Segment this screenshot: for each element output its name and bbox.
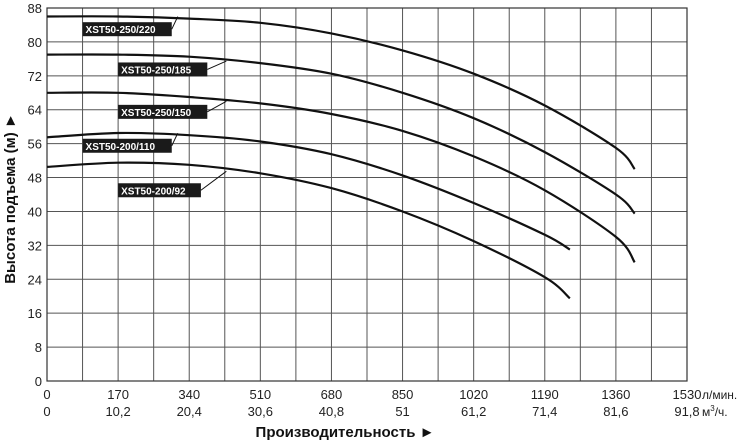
axis-ticks: 08162432404856647280880017010,234020,451… [28, 1, 702, 419]
x-unit-m3h-tail: /ч. [715, 405, 728, 419]
x-tick-label-lmin: 1020 [459, 387, 488, 402]
performance-curve [46, 161, 571, 300]
x-tick-label-lmin: 1530 [673, 387, 702, 402]
x-tick-label-m3h: 91,8 [674, 404, 699, 419]
performance-curve [46, 15, 636, 170]
y-tick-label: 72 [28, 69, 42, 84]
y-tick-label: 88 [28, 1, 42, 16]
y-tick-label: 16 [28, 306, 42, 321]
x-tick-label-lmin: 510 [249, 387, 271, 402]
curve-label-leader [200, 170, 227, 191]
x-unit-m3h-sup: 3 [710, 404, 715, 413]
x-tick-label-lmin: 850 [392, 387, 414, 402]
x-tick-label-m3h: 81,6 [603, 404, 628, 419]
x-tick-label-m3h: 61,2 [461, 404, 486, 419]
x-tick-label-m3h: 0 [43, 404, 50, 419]
x-tick-label-lmin: 1190 [531, 387, 559, 402]
curve-label: XST50-250/150 [118, 100, 227, 119]
curve-label-leader [171, 132, 179, 146]
x-tick-label-m3h: 51 [395, 404, 409, 419]
x-tick-label-lmin: 170 [107, 387, 129, 402]
x-tick-label-lmin: 1360 [601, 387, 630, 402]
x-tick-label-lmin: 340 [178, 387, 200, 402]
curve-label-box [118, 62, 208, 77]
curve-label-box [118, 183, 201, 198]
y-tick-label: 40 [28, 204, 42, 219]
curve-label-leader [207, 100, 227, 113]
performance-curve [46, 131, 571, 251]
x-tick-label-lmin: 0 [43, 387, 50, 402]
y-tick-label: 64 [28, 103, 42, 118]
curve-label: XST50-250/220 [82, 16, 179, 37]
curve-label-text: XST50-200/110 [86, 142, 156, 153]
x-unit-m3h-base: м [702, 405, 710, 419]
x-axis-title: Производительность ► [256, 424, 435, 441]
x-tick-label-m3h: 40,8 [319, 404, 344, 419]
curve-label: XST50-200/110 [82, 132, 179, 153]
curve-label-box [82, 22, 172, 37]
curve-label-box [82, 138, 172, 153]
y-tick-label: 24 [28, 272, 42, 287]
curve-labels: XST50-250/220 XST50-250/185 XST50-250/150 X… [82, 16, 227, 198]
x-tick-label-lmin: 680 [321, 387, 343, 402]
curve-label: XST50-200/92 [118, 170, 227, 198]
curve-label-box [118, 104, 208, 119]
curve-label-text: XST50-250/185 [121, 65, 191, 76]
x-unit-m3h: м3/ч. [702, 404, 728, 419]
curve-label-leader [207, 60, 227, 70]
x-tick-label-m3h: 71,4 [532, 404, 557, 419]
curve-label-text: XST50-250/150 [121, 108, 191, 119]
performance-curve [46, 91, 636, 263]
performance-curves [46, 15, 636, 300]
y-tick-label: 56 [28, 137, 42, 152]
performance-curve [46, 53, 636, 215]
curve-label-text: XST50-200/92 [121, 186, 186, 197]
y-tick-label: 0 [35, 374, 42, 389]
y-tick-label: 80 [28, 35, 42, 50]
x-unit-lmin: л/мин. [702, 388, 737, 402]
y-axis-title: Высота подъема (м) ► [2, 113, 19, 284]
y-tick-label: 48 [28, 171, 42, 186]
x-tick-label-m3h: 30,6 [248, 404, 273, 419]
grid [46, 7, 688, 382]
curve-label: XST50-250/185 [118, 60, 227, 77]
x-tick-label-m3h: 10,2 [105, 404, 130, 419]
x-tick-label-m3h: 20,4 [177, 404, 202, 419]
y-tick-label: 32 [28, 238, 42, 253]
curve-label-text: XST50-250/220 [86, 25, 156, 36]
y-tick-label: 8 [35, 340, 42, 355]
plot-frame [46, 7, 688, 382]
curve-label-leader [171, 16, 179, 30]
